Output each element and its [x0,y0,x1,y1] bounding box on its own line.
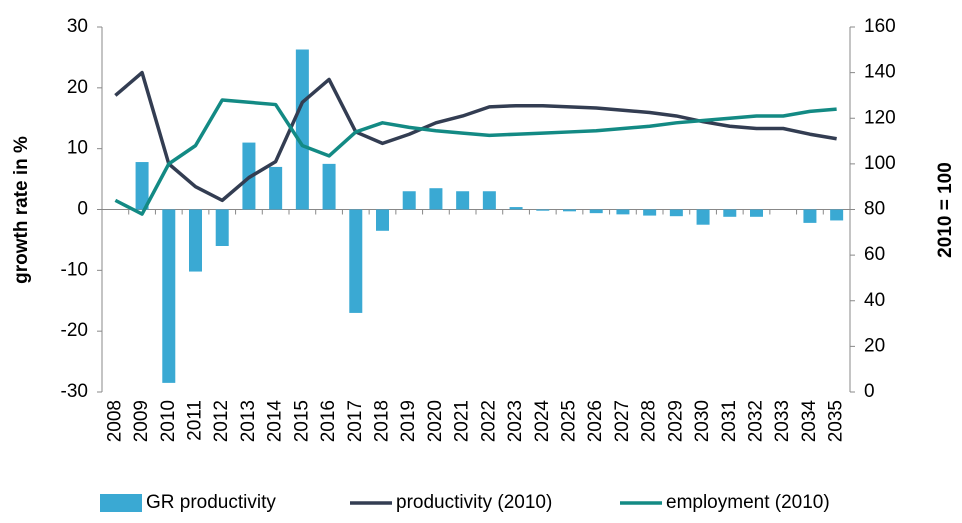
bar [563,209,576,212]
x-tick-label: 2017 [345,400,366,442]
x-tick-label: 2008 [104,400,125,442]
x-tick-label: 2031 [719,400,740,442]
x-tick-label: 2018 [372,400,393,442]
x-tick-label: 2024 [532,400,553,443]
bar [135,162,149,210]
y2-tick-label: 80 [864,199,885,220]
bar [830,209,844,221]
x-tick-label: 2030 [692,400,713,442]
x-tick-label: 2027 [612,400,633,442]
bar [482,191,496,210]
y2-tick-label: 20 [864,335,885,356]
y2-tick-label: 120 [864,107,896,128]
x-tick-label: 2028 [639,400,660,442]
x-tick-label: 2020 [425,400,446,442]
bar [295,49,309,210]
y2-tick-label: 60 [864,244,885,265]
x-tick-label: 2015 [291,400,312,442]
line [114,98,837,216]
x-tick-label: 2025 [559,400,580,442]
bar [723,209,737,217]
y-tick-label: 20 [67,77,88,98]
x-tick-label: 2035 [826,400,847,442]
bar [669,209,683,217]
x-tick-label: 2021 [452,400,473,442]
legend-label: productivity (2010) [396,492,552,513]
bar [509,207,523,210]
y2-tick-label: 40 [864,290,885,311]
bar [349,209,363,313]
x-tick-label: 2029 [665,400,686,442]
x-tick-label: 2026 [585,400,606,442]
y2-tick-label: 0 [864,381,875,402]
y-tick-label: 30 [67,16,88,37]
y-axis-title: growth rate in % [11,136,32,284]
y-tick-label: -30 [61,381,88,402]
y-tick-label: 0 [77,199,88,220]
y2-tick-label: 140 [864,62,896,83]
bar [215,209,229,246]
bar [803,209,817,223]
y-tick-label: -10 [61,259,88,280]
bar [750,209,763,217]
x-tick-label: 2033 [772,400,793,442]
bar [456,191,470,210]
y2-axis-title: 2010 = 100 [935,162,956,258]
x-tick-label: 2011 [185,400,206,441]
line [114,70,837,203]
y-tick-label: -20 [61,320,88,341]
bar [269,166,283,210]
bar [696,209,710,225]
x-tick-label: 2019 [398,400,419,442]
x-tick-label: 2032 [746,400,767,442]
y-tick-label: 10 [67,138,88,159]
bar [402,191,416,210]
x-tick-label: 2014 [265,400,286,443]
bar [429,188,443,210]
y2-tick-label: 160 [864,16,896,37]
legend-swatch [100,494,142,512]
bar [616,209,630,215]
bar [589,209,603,214]
x-tick-label: 2023 [505,400,526,442]
bar [322,163,336,210]
bar [536,209,550,211]
bar [643,209,657,216]
x-tick-label: 2012 [211,400,232,442]
y2-tick-label: 100 [864,153,896,174]
bar [376,209,389,231]
legend-label: employment (2010) [666,492,830,513]
x-tick-label: 2009 [131,400,152,442]
x-tick-label: 2022 [478,400,499,442]
x-tick-label: 2034 [799,400,820,443]
bar [162,209,176,383]
legend-label: GR productivity [146,492,276,513]
x-tick-label: 2016 [318,400,339,442]
x-tick-label: 2010 [158,400,179,442]
bar [189,209,202,272]
x-tick-label: 2013 [238,400,259,442]
